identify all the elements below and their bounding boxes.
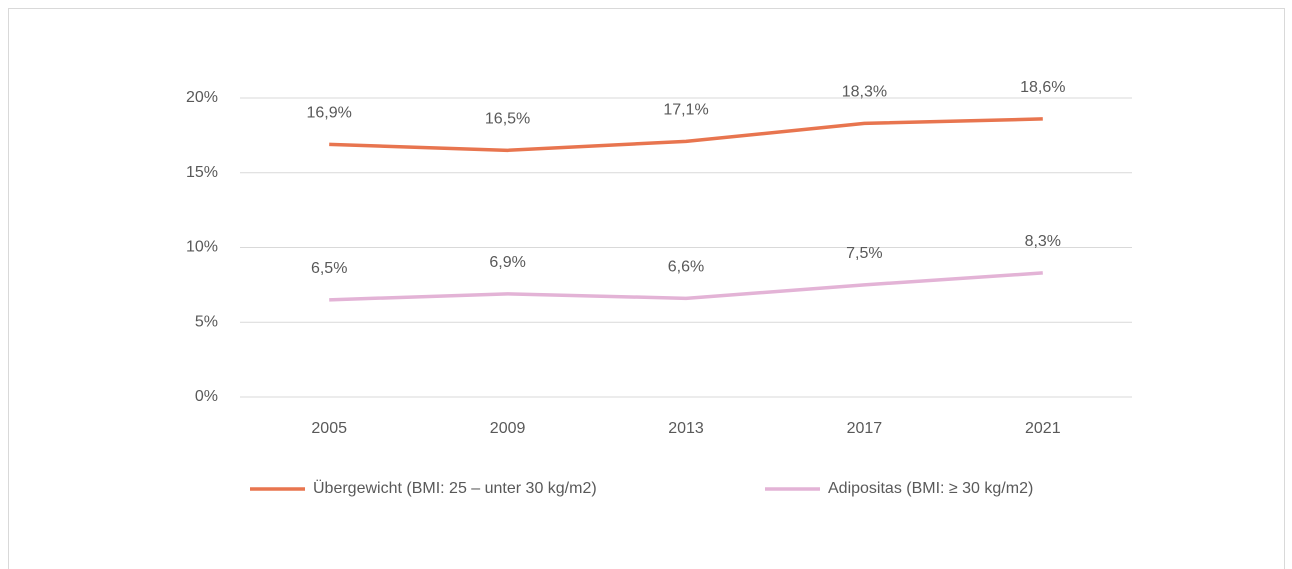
legend-label: Übergewicht (BMI: 25 – unter 30 kg/m2) — [313, 479, 597, 497]
x-tick-label: 2017 — [847, 420, 883, 437]
chart-frame — [8, 8, 1285, 569]
data-label: 16,5% — [485, 111, 530, 128]
data-label: 6,5% — [311, 260, 347, 277]
x-tick-label: 2013 — [668, 420, 704, 437]
data-label: 18,6% — [1020, 79, 1065, 96]
data-label: 8,3% — [1025, 233, 1061, 250]
y-tick-label: 0% — [195, 388, 218, 405]
series-line — [329, 117, 1043, 153]
data-label: 16,9% — [307, 105, 352, 122]
x-tick-label: 2005 — [311, 420, 347, 437]
y-tick-label: 20% — [186, 89, 218, 106]
data-label: 18,3% — [842, 84, 887, 101]
data-label: 6,6% — [668, 259, 704, 276]
x-tick-label: 2021 — [1025, 420, 1061, 437]
series-line — [329, 271, 1043, 302]
legend-label: Adipositas (BMI: ≥ 30 kg/m2) — [828, 480, 1033, 497]
y-tick-label: 15% — [186, 164, 218, 181]
data-label: 6,9% — [489, 254, 525, 271]
data-label: 17,1% — [663, 102, 708, 119]
data-label: 7,5% — [846, 245, 882, 262]
x-tick-label: 2009 — [490, 420, 526, 437]
y-tick-label: 5% — [195, 313, 218, 330]
y-tick-label: 10% — [186, 239, 218, 256]
